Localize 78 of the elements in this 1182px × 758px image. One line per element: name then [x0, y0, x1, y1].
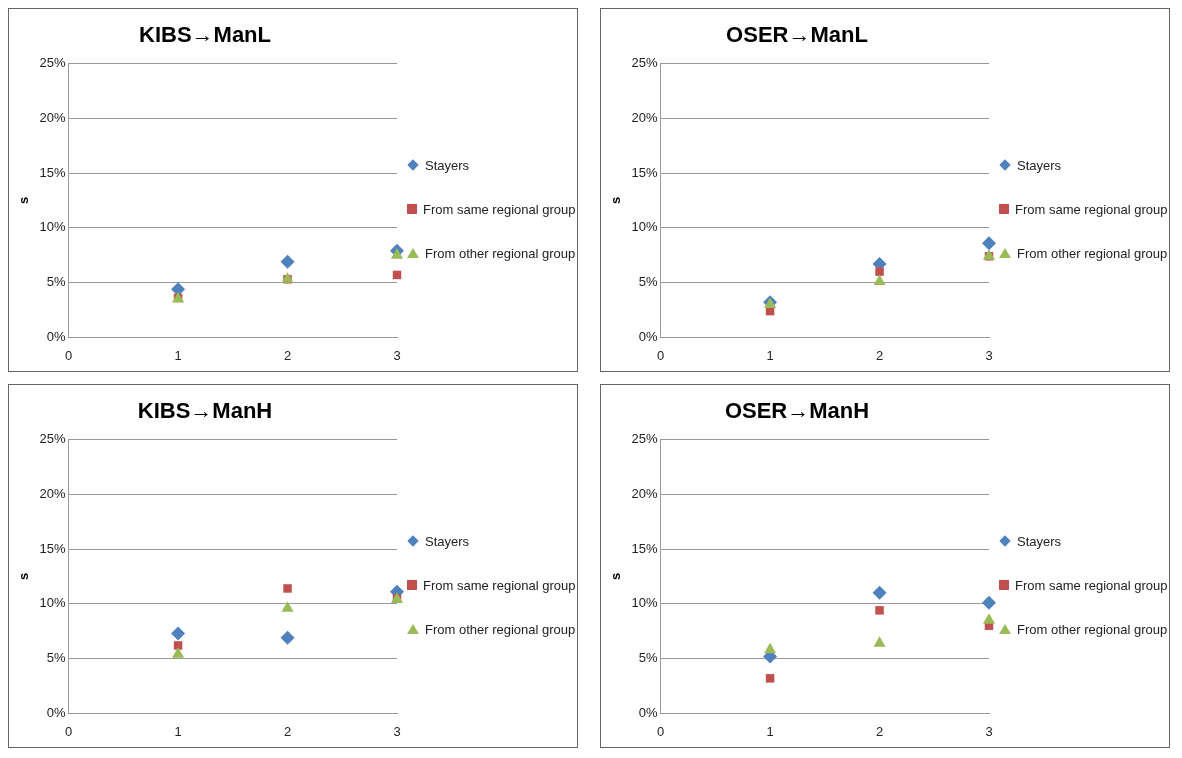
- point: [280, 630, 295, 645]
- point: [875, 267, 884, 276]
- x-tick-label: 3: [985, 347, 993, 363]
- y-tick-label: 5%: [638, 650, 659, 666]
- y-tick-label: 25%: [39, 54, 67, 70]
- y-tick-label: 25%: [39, 430, 67, 446]
- point: [281, 601, 294, 612]
- point: [982, 595, 996, 610]
- x-tick-label: 2: [875, 347, 884, 363]
- y-tick-label: 20%: [631, 485, 659, 501]
- chart-title: OSER→ManL: [726, 22, 868, 48]
- legend-label: From same regional group: [423, 577, 576, 595]
- y-tick-label: 0%: [638, 704, 659, 720]
- y-axis-title: s: [608, 572, 624, 581]
- y-tick-label: 15%: [39, 164, 67, 180]
- x-tick-label: 3: [393, 723, 401, 739]
- x-tick-label: 2: [875, 723, 884, 739]
- point: [873, 274, 886, 285]
- point: [283, 584, 292, 593]
- y-tick-label: 25%: [631, 54, 659, 70]
- y-axis-title: s: [608, 196, 624, 205]
- y-tick-label: 15%: [631, 540, 659, 556]
- x-tick-label: 1: [174, 723, 182, 739]
- y-tick-label: 20%: [39, 485, 67, 501]
- legend-label: Stayers: [425, 157, 470, 175]
- y-tick-label: 15%: [631, 164, 659, 180]
- x-tick-label: 1: [766, 723, 774, 739]
- point: [982, 236, 996, 251]
- y-tick-label: 0%: [638, 328, 659, 344]
- x-tick-label: 0: [65, 723, 73, 739]
- legend-label: From other regional group: [425, 245, 576, 263]
- legend-label: Stayers: [1017, 533, 1062, 551]
- y-axis-title: s: [16, 572, 32, 581]
- x-tick-label: 0: [657, 723, 665, 739]
- y-tick-label: 10%: [631, 595, 659, 611]
- point: [172, 647, 185, 658]
- chart-title: OSER→ManH: [724, 398, 870, 424]
- legend-label: From same regional group: [423, 201, 576, 219]
- y-tick-label: 25%: [631, 430, 659, 446]
- y-tick-label: 20%: [631, 109, 659, 125]
- point: [173, 641, 183, 650]
- point: [171, 626, 186, 641]
- x-tick-label: 1: [174, 347, 182, 363]
- y-tick-label: 10%: [39, 219, 67, 235]
- y-tick-label: 20%: [39, 109, 67, 125]
- point: [764, 642, 777, 654]
- y-axis-title: s: [16, 196, 32, 205]
- point: [982, 613, 996, 624]
- point: [390, 248, 404, 259]
- chart-title: KIBS→ManH: [137, 398, 273, 424]
- legend-label: Stayers: [1017, 157, 1062, 175]
- point: [280, 254, 295, 269]
- x-tick-label: 3: [985, 723, 993, 739]
- x-tick-label: 2: [283, 723, 292, 739]
- legend-label: From other regional group: [1017, 621, 1168, 639]
- y-tick-label: 0%: [46, 328, 67, 344]
- y-tick-label: 10%: [39, 595, 67, 611]
- legend-label: From other regional group: [425, 621, 576, 639]
- point: [765, 674, 775, 683]
- y-tick-label: 5%: [638, 274, 659, 290]
- legend-label: From same regional group: [1015, 201, 1168, 219]
- y-tick-label: 0%: [46, 704, 67, 720]
- y-tick-label: 15%: [39, 540, 67, 556]
- x-tick-label: 0: [65, 347, 73, 363]
- y-tick-label: 5%: [46, 650, 67, 666]
- point: [873, 636, 886, 647]
- x-tick-label: 2: [283, 347, 292, 363]
- x-tick-label: 0: [657, 347, 665, 363]
- y-tick-label: 10%: [631, 219, 659, 235]
- y-tick-label: 5%: [46, 274, 67, 290]
- chart-title: KIBS→ManL: [139, 22, 271, 48]
- x-tick-label: 1: [766, 347, 774, 363]
- point: [872, 585, 887, 600]
- point: [875, 606, 884, 615]
- legend-label: From other regional group: [1017, 245, 1168, 263]
- legend-label: Stayers: [425, 533, 470, 551]
- legend-label: From same regional group: [1015, 577, 1168, 595]
- x-tick-label: 3: [393, 347, 401, 363]
